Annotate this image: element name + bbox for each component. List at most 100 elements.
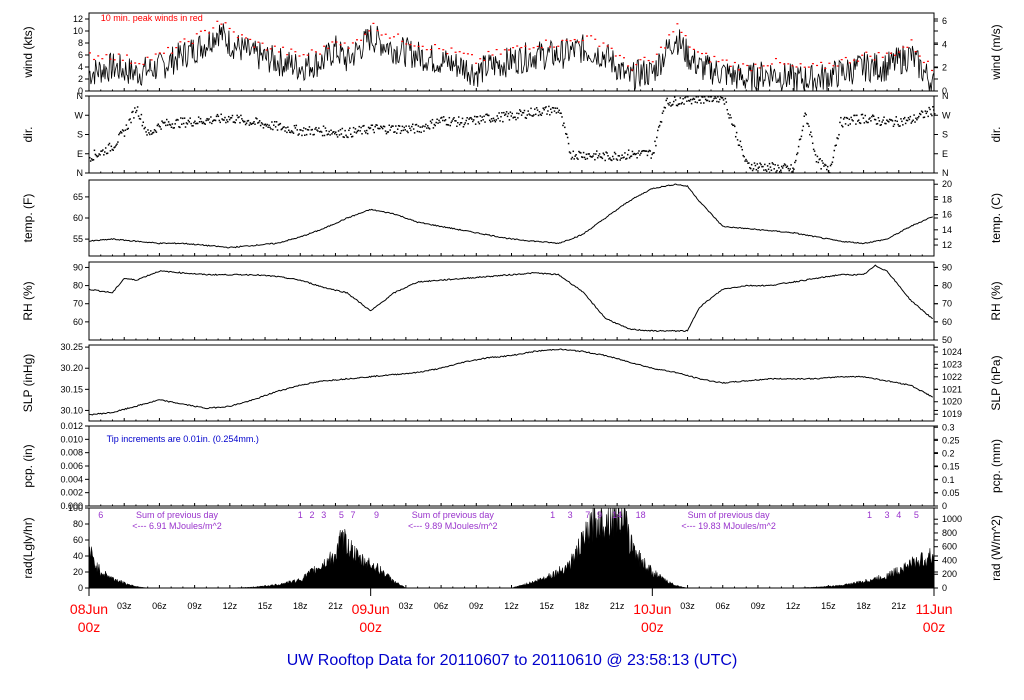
direction-point	[447, 124, 450, 126]
peak-point	[327, 47, 330, 49]
direction-point	[297, 134, 299, 136]
direction-point	[516, 112, 518, 115]
direction-point	[499, 120, 501, 122]
peak-point	[931, 69, 934, 72]
direction-point	[775, 171, 777, 173]
direction-point	[728, 117, 730, 119]
direction-point	[807, 123, 809, 125]
direction-point	[619, 159, 621, 161]
peak-point	[454, 51, 457, 53]
direction-point	[566, 136, 569, 139]
direction-point	[507, 112, 510, 115]
y-tick-label-right: 12	[942, 240, 952, 250]
x-tick-label: 21z	[328, 601, 343, 611]
peak-point	[561, 39, 564, 42]
direction-point	[736, 139, 739, 141]
direction-point	[598, 153, 601, 155]
direction-point	[581, 156, 584, 159]
peak-point	[503, 49, 506, 51]
direction-point	[191, 125, 193, 127]
peak-point	[881, 56, 884, 58]
panel-3	[85, 261, 938, 341]
peak-point	[150, 59, 153, 61]
direction-point	[825, 164, 827, 167]
direction-point	[652, 152, 654, 154]
x-tick-label: 18z	[856, 601, 871, 611]
y-tick-label: 0.012	[60, 421, 83, 431]
direction-point	[276, 129, 279, 131]
direction-point	[265, 125, 268, 127]
direction-point	[436, 118, 438, 121]
peak-point	[347, 47, 350, 49]
peak-point	[105, 54, 108, 56]
direction-point	[584, 158, 587, 160]
direction-point	[343, 136, 345, 139]
peak-point	[240, 34, 243, 36]
direction-point	[539, 113, 542, 116]
direction-point	[172, 127, 175, 129]
direction-point	[323, 134, 326, 137]
direction-point	[703, 96, 706, 98]
direction-point	[845, 116, 848, 119]
direction-point	[341, 127, 344, 130]
direction-point	[93, 149, 96, 152]
direction-point	[332, 131, 334, 133]
direction-point	[359, 130, 361, 132]
direction-point	[865, 120, 867, 123]
direction-point	[879, 124, 882, 126]
direction-point	[423, 130, 425, 132]
direction-point	[302, 129, 304, 132]
direction-point	[334, 132, 336, 135]
direction-point	[225, 121, 227, 124]
x-tick-label: 15z	[539, 601, 554, 611]
direction-point	[785, 166, 788, 169]
direction-point	[834, 144, 836, 147]
direction-point	[253, 120, 255, 123]
direction-point	[155, 131, 158, 133]
direction-point	[390, 126, 392, 129]
direction-point	[876, 122, 879, 125]
peak-point	[614, 55, 617, 57]
direction-point	[437, 122, 439, 124]
direction-point	[344, 129, 346, 132]
peak-point	[926, 60, 929, 62]
direction-point	[826, 168, 828, 171]
direction-point	[393, 131, 395, 133]
y-axis-label: SLP (inHg)	[21, 354, 35, 412]
y-tick-label-right: 70	[942, 299, 952, 309]
direction-point	[486, 113, 488, 116]
direction-point	[828, 172, 831, 174]
direction-point	[648, 149, 651, 152]
direction-point	[678, 103, 681, 105]
peak-point	[610, 47, 613, 49]
direction-point	[137, 115, 140, 117]
direction-point	[831, 161, 834, 163]
hour-marker: 1	[298, 510, 303, 520]
direction-point	[888, 118, 891, 121]
y-tick-label: 0	[78, 86, 83, 96]
y-axis-label: dir.	[21, 126, 35, 142]
direction-point	[877, 117, 880, 119]
direction-point	[105, 152, 108, 155]
peak-point	[873, 59, 876, 61]
direction-point	[932, 105, 934, 108]
direction-point	[322, 125, 325, 127]
peak-point	[162, 52, 165, 54]
direction-point	[407, 131, 409, 134]
direction-point	[620, 157, 622, 160]
direction-point	[457, 122, 459, 124]
direction-point	[271, 121, 273, 123]
direction-point	[926, 110, 928, 113]
direction-point	[316, 129, 318, 131]
direction-point	[691, 98, 694, 101]
panel-frame	[88, 95, 935, 174]
direction-point	[628, 157, 631, 159]
direction-point	[884, 122, 886, 125]
y-tick-label: S	[77, 130, 83, 140]
direction-point	[823, 165, 825, 167]
direction-point	[798, 138, 801, 141]
direction-point	[469, 117, 471, 119]
direction-point	[544, 107, 546, 109]
direction-point	[763, 169, 765, 171]
direction-point	[882, 119, 884, 121]
